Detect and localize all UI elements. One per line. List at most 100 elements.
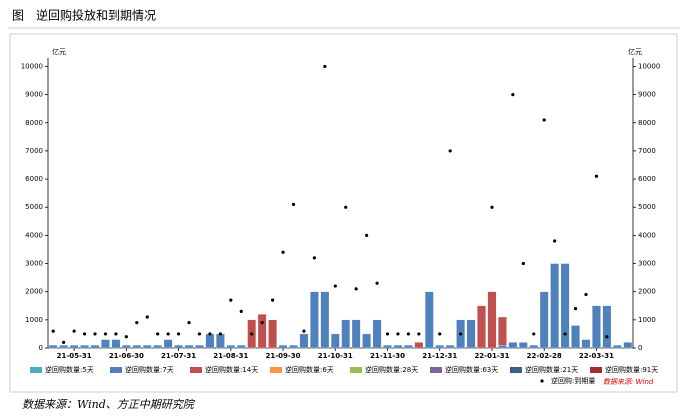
x-tick-label: 21-11-30	[370, 352, 405, 360]
expiry-point	[124, 335, 128, 339]
expiry-point	[406, 332, 411, 336]
expiry-point	[375, 281, 379, 285]
footer-source: 数据来源：Wind、方正中期研究院	[22, 398, 196, 411]
bar	[257, 314, 267, 349]
y-tick-label: 4000	[25, 231, 43, 239]
bar	[69, 345, 79, 349]
expiry-point	[521, 261, 525, 266]
expiry-point	[260, 321, 264, 325]
y2-tick-label: 4000	[638, 231, 656, 239]
bar	[174, 345, 183, 349]
bar	[383, 345, 392, 349]
y2-tick-label: 7000	[638, 147, 656, 155]
expiry-point	[385, 332, 390, 336]
expiry-point	[532, 332, 536, 336]
expiry-point	[145, 315, 149, 319]
bar	[518, 342, 528, 349]
expiry-point	[417, 332, 421, 336]
expiry-point	[114, 332, 118, 336]
expiry-point	[176, 332, 181, 336]
legend-label: 逆回购数量:6天	[285, 365, 334, 374]
bar	[90, 345, 100, 349]
bar	[445, 345, 455, 349]
y-unit: 亿元	[52, 47, 66, 56]
expiry-point	[448, 149, 452, 153]
expiry-point	[166, 332, 170, 336]
expiry-point	[239, 309, 243, 313]
bar	[299, 333, 309, 349]
bar	[341, 319, 351, 349]
bar	[132, 345, 142, 349]
expiry-point	[135, 321, 139, 325]
bar	[153, 345, 163, 349]
source-note: 数据来源: Wind	[603, 378, 654, 386]
expiry-point	[281, 250, 285, 254]
bar	[142, 345, 152, 349]
legend-swatch	[510, 367, 522, 373]
expiry-point	[511, 93, 515, 97]
expiry-point	[103, 332, 108, 336]
bar	[236, 345, 246, 349]
expiry-point	[573, 306, 578, 311]
legend-label: 逆回购:到期量	[551, 376, 595, 385]
bar	[122, 345, 131, 349]
bar	[529, 345, 539, 349]
expiry-point	[323, 64, 327, 69]
expiry-point	[333, 284, 337, 288]
bar	[226, 345, 236, 349]
expiry-point	[197, 332, 202, 336]
bar	[466, 319, 476, 349]
bar	[195, 345, 204, 349]
x-tick-label: 21-05-31	[57, 352, 92, 360]
y2-tick-label: 8000	[638, 119, 656, 127]
legend-label: 逆回购数量:21天	[525, 365, 578, 374]
legend-label: 逆回购数量:7天	[125, 365, 174, 374]
legend-label: 逆回购数量:91天	[605, 365, 658, 374]
x-tick-label: 21-09-30	[266, 352, 301, 360]
legend-swatch	[590, 367, 602, 373]
y-tick-label: 7000	[25, 147, 43, 155]
bar	[404, 345, 413, 349]
legend-swatch	[110, 367, 122, 373]
bar	[623, 342, 633, 349]
bar	[602, 305, 612, 349]
legend-label: 逆回购数量:63天	[445, 365, 498, 374]
x-tick-label: 21-06-30	[109, 352, 144, 360]
chart-frame	[9, 33, 678, 393]
expiry-point	[62, 340, 66, 344]
bar	[101, 339, 110, 349]
y-tick-label: 9000	[25, 91, 43, 99]
legend-label: 逆回购数量:28天	[365, 365, 418, 374]
bar	[48, 345, 58, 349]
bar	[289, 345, 298, 349]
y-tick-label: 6000	[25, 175, 43, 183]
y2-tick-label: 3000	[638, 260, 656, 268]
expiry-point	[187, 321, 191, 325]
expiry-point	[93, 332, 97, 336]
expiry-point	[354, 287, 358, 291]
bar	[560, 263, 570, 349]
bar	[205, 333, 215, 349]
bar	[592, 305, 601, 349]
expiry-point	[396, 332, 400, 336]
expiry-point	[291, 202, 296, 207]
bar	[539, 291, 549, 349]
expiry-point	[208, 332, 212, 336]
bar	[310, 291, 319, 349]
expiry-point	[302, 329, 306, 333]
bar	[414, 342, 424, 349]
expiry-point	[594, 174, 599, 178]
expiry-point	[438, 332, 442, 336]
expiry-point	[270, 298, 275, 302]
bar	[278, 345, 288, 349]
expiry-point	[584, 292, 588, 297]
y2-tick-label: 10000	[638, 62, 660, 70]
expiry-point	[51, 329, 55, 333]
bar	[268, 319, 277, 349]
bar	[330, 333, 340, 349]
expiry-point	[553, 239, 557, 243]
expiry-point	[82, 332, 87, 336]
expiry-point	[156, 332, 160, 336]
bar	[351, 319, 361, 349]
expiry-point	[312, 256, 316, 260]
